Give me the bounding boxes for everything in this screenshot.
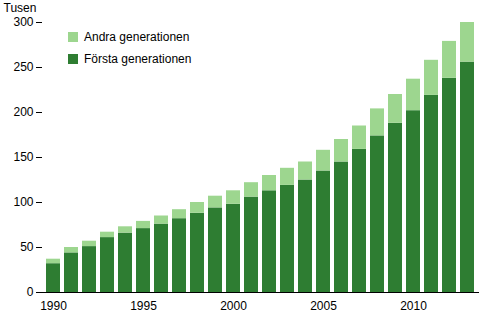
- svg-text:50: 50: [20, 240, 34, 254]
- svg-text:300: 300: [13, 15, 33, 29]
- svg-text:2010: 2010: [400, 299, 427, 313]
- svg-text:150: 150: [13, 150, 33, 164]
- svg-text:2005: 2005: [310, 299, 337, 313]
- svg-text:250: 250: [13, 60, 33, 74]
- svg-text:100: 100: [13, 195, 33, 209]
- svg-text:0: 0: [27, 285, 34, 299]
- svg-text:1990: 1990: [40, 299, 67, 313]
- svg-text:1995: 1995: [130, 299, 157, 313]
- html-text:Första generationen: Första generationen: [84, 52, 192, 66]
- svg-text:Tusen: Tusen: [4, 1, 37, 15]
- html-text:Andra generationen: Andra generationen: [84, 30, 190, 44]
- svg-text:2000: 2000: [220, 299, 247, 313]
- svg-text:200: 200: [13, 105, 33, 119]
